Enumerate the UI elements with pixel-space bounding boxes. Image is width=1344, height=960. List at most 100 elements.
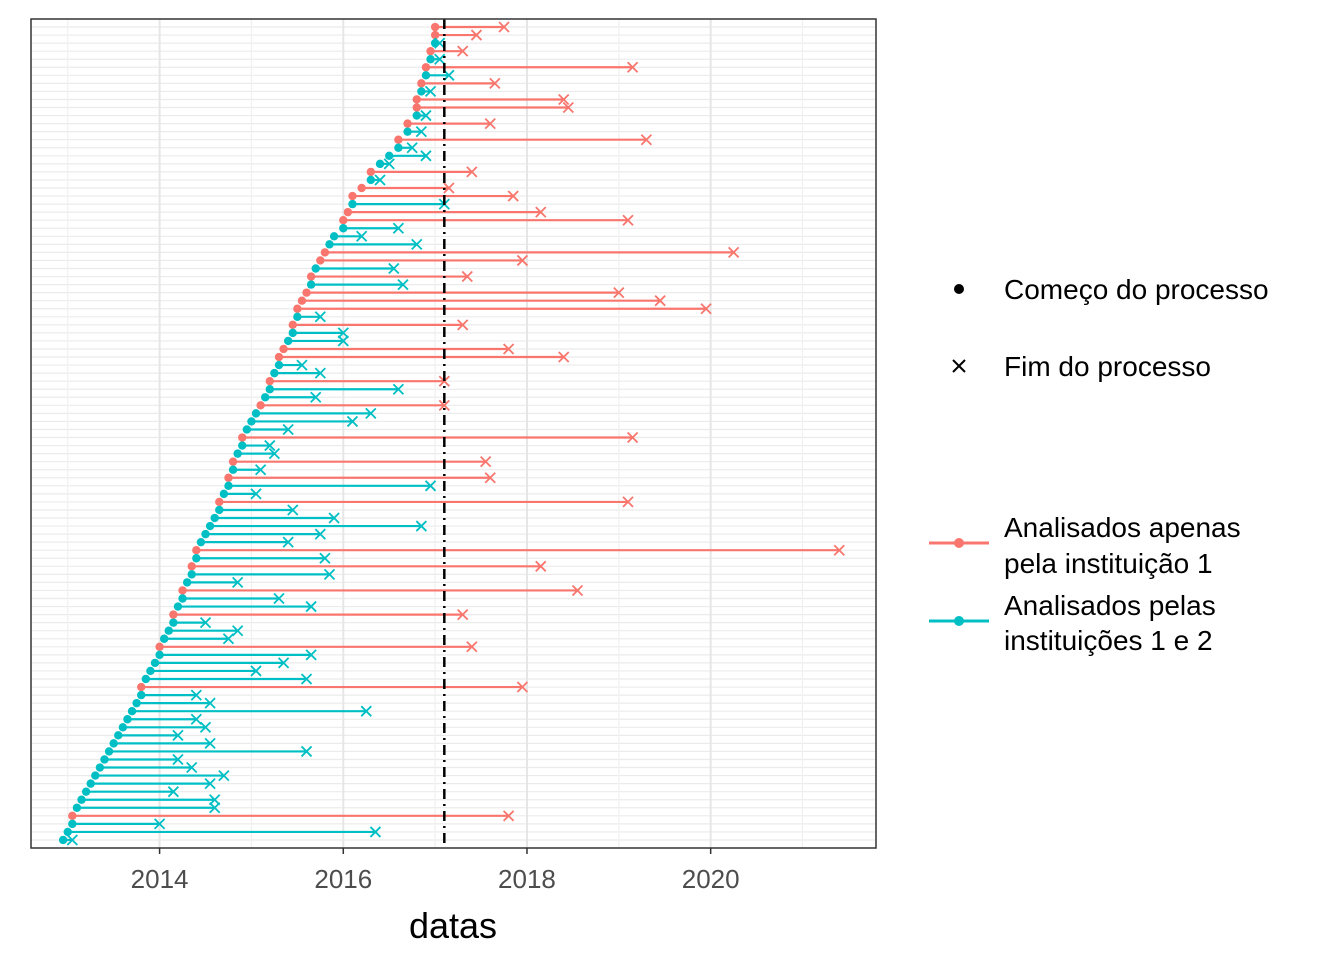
legend-shape-start: Começo do processo (954, 274, 1269, 305)
process-end-cross-inst12 (218, 769, 230, 782)
x-tick-label: 2014 (131, 864, 189, 894)
process-end-cross-inst12 (337, 335, 349, 347)
process-start-point-inst12 (238, 441, 247, 450)
process-end-cross-inst12 (204, 777, 216, 790)
x-axis-title: datas (409, 905, 497, 946)
process-start-point-inst1 (68, 811, 77, 821)
process-start-point-inst1 (293, 304, 302, 313)
process-start-point-inst1 (430, 30, 440, 40)
process-start-point-inst12 (132, 698, 141, 708)
process-start-point-inst12 (348, 199, 357, 209)
process-end-cross-inst1 (622, 496, 634, 508)
process-end-cross-inst12 (314, 367, 326, 379)
process-start-point-inst12 (192, 554, 201, 563)
process-end-cross-inst1 (562, 101, 574, 114)
process-start-point-inst1 (274, 352, 284, 362)
process-end-cross-inst1 (466, 641, 478, 653)
process-start-point-inst12 (164, 626, 173, 635)
process-start-point-inst12 (205, 521, 215, 531)
legend-shape-end: Fim do processo (952, 351, 1211, 382)
process-end-cross-inst12 (232, 625, 244, 637)
process-start-point-inst1 (238, 433, 247, 442)
process-start-point-inst12 (426, 55, 435, 64)
x-tick-label: 2018 (498, 864, 556, 894)
process-start-point-inst1 (155, 642, 164, 651)
process-end-cross-inst12 (167, 786, 180, 798)
process-end-cross-inst12 (323, 568, 336, 580)
process-start-point-inst1 (316, 256, 325, 265)
process-start-point-inst12 (58, 835, 68, 845)
process-end-cross-inst12 (172, 753, 184, 766)
process-start-point-inst12 (137, 690, 146, 700)
process-end-cross-inst12 (365, 407, 377, 420)
process-end-cross-inst12 (443, 69, 455, 81)
process-end-cross-inst1 (626, 431, 639, 444)
process-start-point-inst12 (283, 336, 293, 346)
process-end-cross-inst12 (186, 761, 198, 774)
legend-start-label: Começo do processo (1004, 274, 1269, 305)
process-end-cross-inst12 (314, 311, 326, 323)
process-end-cross-inst1 (498, 21, 510, 33)
process-end-cross-inst1 (571, 584, 584, 597)
segment-layer (58, 21, 845, 846)
process-end-cross-inst1 (484, 117, 496, 130)
process-end-cross-inst1 (535, 206, 547, 218)
process-start-point-inst1 (430, 22, 440, 32)
process-end-cross-inst12 (300, 673, 313, 685)
process-start-point-inst12 (385, 151, 394, 161)
process-start-point-inst12 (173, 602, 183, 611)
process-start-point-inst12 (95, 763, 105, 772)
process-end-cross-inst12 (209, 794, 221, 806)
process-end-cross-inst12 (153, 818, 166, 830)
process-start-point-inst1 (339, 216, 348, 225)
process-start-point-inst1 (192, 546, 201, 555)
process-end-cross-inst12 (328, 512, 340, 524)
process-start-point-inst12 (86, 779, 95, 788)
process-start-point-inst12 (233, 449, 242, 458)
process-end-cross-inst12 (415, 520, 427, 532)
process-end-cross-inst1 (502, 810, 515, 822)
process-start-point-inst1 (279, 344, 288, 354)
process-start-point-inst12 (421, 71, 431, 80)
process-start-point-inst1 (403, 119, 412, 128)
process-end-cross-inst12 (392, 383, 405, 395)
process-start-point-inst1 (306, 272, 316, 281)
process-end-cross-inst12 (250, 665, 262, 677)
process-end-cross-inst12 (264, 439, 276, 452)
process-start-point-inst1 (426, 46, 435, 56)
process-start-point-inst1 (302, 288, 311, 297)
process-end-cross-inst1 (654, 295, 666, 307)
legend-color-teal: Analisados pelas instituições 1 e 2 (929, 590, 1216, 656)
panel-border (30, 18, 877, 849)
process-end-cross-inst1 (484, 472, 496, 484)
process-start-point-inst12 (178, 594, 187, 603)
process-start-point-inst12 (91, 771, 100, 780)
process-end-cross-inst1 (507, 190, 519, 202)
process-start-point-inst12 (118, 723, 128, 732)
process-start-point-inst12 (210, 513, 219, 523)
process-end-cross-inst1 (480, 456, 492, 468)
process-start-point-inst1 (421, 63, 431, 72)
process-end-cross-inst12 (300, 745, 313, 758)
legend-teal-label-line2: instituições 1 e 2 (1004, 625, 1213, 656)
process-end-cross-inst12 (199, 617, 212, 629)
process-start-point-inst12 (293, 312, 302, 321)
process-end-cross-inst1 (443, 182, 455, 194)
process-start-point-inst12 (196, 537, 206, 547)
process-end-cross-inst12 (232, 576, 244, 589)
process-start-point-inst12 (127, 706, 137, 716)
process-start-point-inst12 (63, 827, 72, 837)
process-start-point-inst12 (270, 368, 279, 378)
process-start-point-inst12 (159, 634, 169, 643)
process-start-point-inst1 (297, 296, 307, 305)
process-start-point-inst12 (329, 232, 339, 241)
process-end-cross-inst12 (277, 657, 290, 669)
process-end-cross-inst12 (337, 327, 349, 339)
process-start-point-inst1 (320, 248, 330, 257)
process-end-cross-inst12 (222, 633, 235, 645)
process-start-point-inst12 (430, 38, 440, 48)
process-end-cross-inst12 (282, 536, 294, 548)
process-start-point-inst12 (201, 529, 210, 539)
process-end-cross-inst12 (282, 423, 294, 436)
